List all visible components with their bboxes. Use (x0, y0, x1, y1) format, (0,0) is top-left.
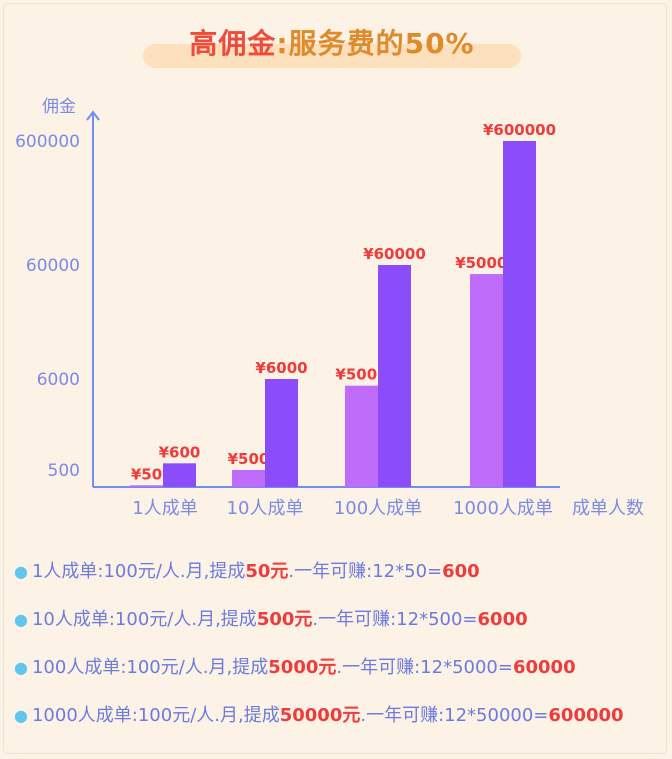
bar-value-label: ¥6000 (255, 359, 307, 377)
bar (345, 385, 378, 487)
note-commission: 50元 (245, 561, 289, 582)
title-part-2: :服务费的50% (276, 27, 475, 60)
bar (378, 265, 411, 487)
x-tick-label: 1000人成单 (453, 498, 553, 519)
bar (163, 463, 196, 487)
bar-value-label: ¥600 (159, 443, 201, 461)
note-commission: 5000元 (268, 657, 337, 678)
note-text-mid: .一年可赚:12*500= (312, 609, 478, 630)
bar (232, 470, 265, 487)
note-item-2: ● 10人成单:100元/人.月,提成500元.一年可赚:12*500=6000 (14, 603, 672, 651)
x-tick-label: 100人成单 (334, 498, 422, 519)
title-part-1: 高佣金 (189, 27, 277, 60)
x-tick-label: 10人成单 (227, 498, 304, 519)
page-title: 高佣金:服务费的50% (143, 24, 521, 64)
bar-value-label: ¥60000 (363, 245, 426, 263)
note-text: 1人成单:100元/人.月,提成 (31, 561, 246, 582)
note-text-mid: .一年可赚:12*50= (288, 561, 443, 582)
notes-list: ● 1人成单:100元/人.月,提成50元.一年可赚:12*50=600 ● 10人… (14, 555, 672, 747)
note-text: 100人成单:100元/人.月,提成 (31, 657, 269, 678)
y-axis-label: 佣金 (42, 97, 76, 117)
note-yearly: 6000 (477, 609, 528, 630)
title-pill (143, 44, 521, 68)
bar-value-label: ¥600000 (483, 121, 556, 139)
note-item-1: ● 1人成单:100元/人.月,提成50元.一年可赚:12*50=600 (14, 555, 672, 603)
bar-value-label: ¥50 (131, 465, 162, 483)
bar (130, 485, 163, 487)
y-tick-label: 6000 (37, 370, 80, 390)
y-tick-label: 500 (48, 461, 80, 481)
note-text-mid: .一年可赚:12*5000= (336, 657, 513, 678)
bar-value-label: ¥500 (228, 450, 270, 468)
bar-value-label: ¥5000 (335, 366, 387, 384)
note-commission: 50000元 (279, 705, 361, 726)
note-item-4: ● 1000人成单:100元/人.月,提成50000元.一年可赚:12*50000… (14, 699, 672, 747)
x-axis-label: 成单人数 (572, 498, 644, 519)
bar (503, 141, 536, 487)
title-banner: 高佣金:服务费的50% (143, 24, 521, 68)
x-tick-label: 1人成单 (132, 498, 197, 519)
y-tick-label: 600000 (15, 132, 80, 152)
y-tick-label: 60000 (26, 256, 80, 276)
y-axis-arrow-icon (86, 110, 100, 121)
bar-value-label: ¥50000 (455, 254, 518, 272)
note-yearly: 60000 (512, 657, 576, 678)
note-yearly: 600000 (548, 705, 624, 726)
bar (470, 274, 503, 487)
bullet-dot-icon: ● (14, 562, 28, 581)
bullet-dot-icon: ● (14, 706, 28, 725)
bullet-dot-icon: ● (14, 610, 28, 629)
note-text: 10人成单:100元/人.月,提成 (31, 609, 257, 630)
note-text: 1000人成单:100元/人.月,提成 (31, 705, 280, 726)
note-text-mid: .一年可赚:12*50000= (360, 705, 549, 726)
note-item-3: ● 100人成单:100元/人.月,提成5000元.一年可赚:12*5000=60… (14, 651, 672, 699)
bar (265, 379, 298, 487)
note-commission: 500元 (256, 609, 313, 630)
bullet-dot-icon: ● (14, 658, 28, 677)
note-yearly: 600 (442, 561, 480, 582)
page-frame (3, 3, 667, 754)
